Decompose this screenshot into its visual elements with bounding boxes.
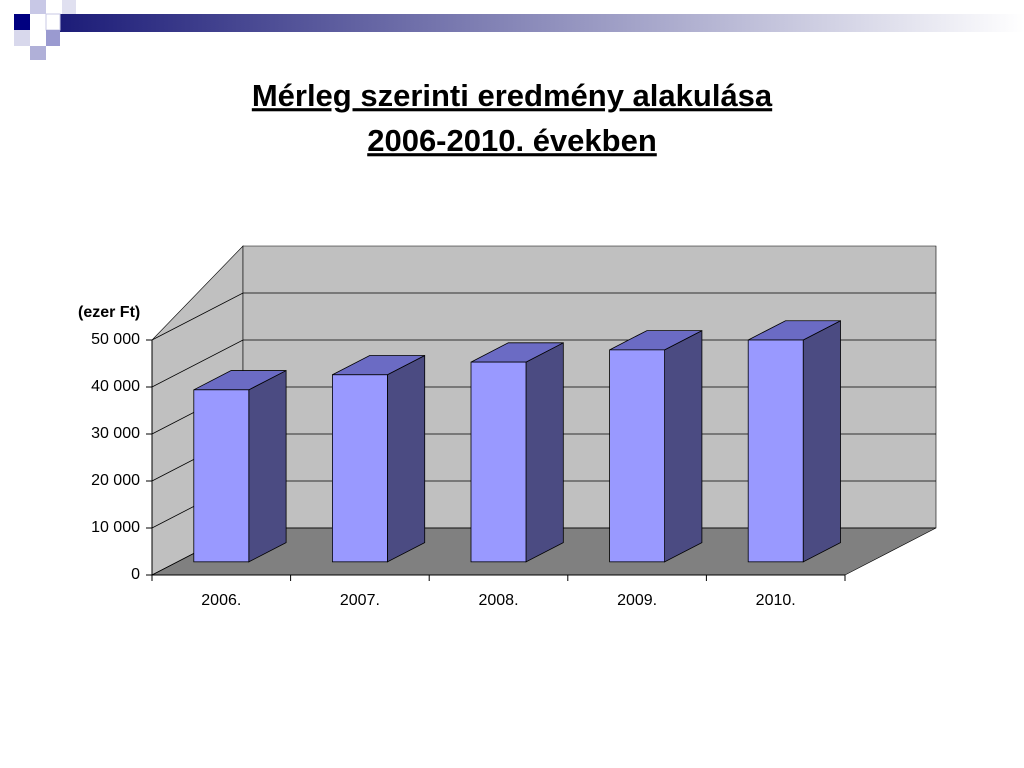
x-tick-label: 2010. [756, 592, 796, 609]
x-tick-label: 2009. [617, 592, 657, 609]
plot: 0 10 000 20 000 30 000 40 000 50 000 2006. 2007… [91, 245, 937, 609]
bar [609, 349, 665, 563]
bar-side [386, 354, 426, 563]
grid-line [151, 292, 936, 341]
y-tick-label: 40 000 [91, 378, 140, 395]
x-tick-label: 2007. [340, 592, 380, 609]
grid-line [151, 339, 936, 388]
y-tick-label: 10 000 [91, 519, 140, 536]
y-axis-label: (ezer Ft) [78, 304, 140, 321]
x-tick-label: 2008. [478, 592, 518, 609]
chart-title: 2006-2010. években [367, 123, 657, 158]
y-tick-label: 20 000 [91, 472, 140, 489]
bar-side [525, 342, 564, 563]
bar-side [802, 320, 841, 563]
bar-side [664, 329, 703, 563]
y-tick-label: 50 000 [91, 331, 140, 348]
bar [747, 339, 804, 563]
bar [331, 374, 388, 563]
header-decoration [14, 0, 1024, 60]
bar [470, 361, 527, 563]
x-tick-label: 2006. [201, 592, 241, 609]
bar [193, 389, 250, 563]
y-tick-label: 30 000 [91, 425, 140, 442]
bar-side [248, 369, 287, 563]
y-tick-label: 0 [131, 566, 140, 583]
chart-title: Mérleg szerinti eredmény alakulása [252, 78, 773, 113]
